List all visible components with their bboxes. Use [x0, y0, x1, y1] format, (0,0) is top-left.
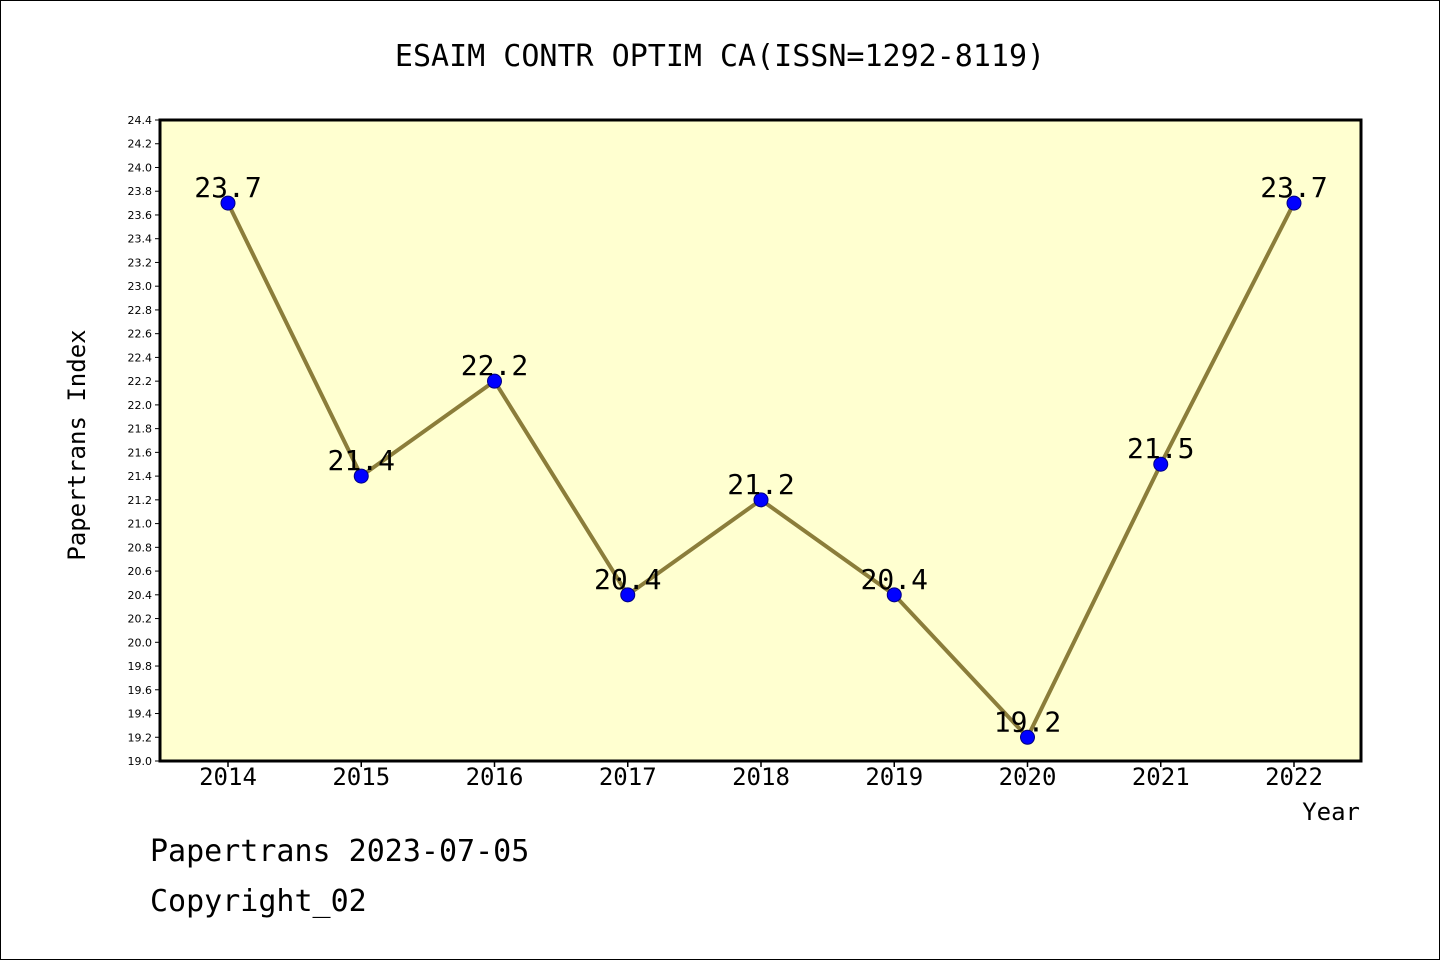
data-label: 19.2 [994, 705, 1061, 738]
data-point [1286, 195, 1302, 211]
x-tick-label: 2016 [466, 763, 524, 791]
x-tick-label: 2015 [332, 763, 390, 791]
y-tick-label: 19.8 [128, 660, 153, 673]
y-tick-label: 19.2 [128, 731, 153, 744]
x-tick-label: 2018 [732, 763, 790, 791]
data-label: 21.5 [1127, 432, 1194, 465]
y-tick-label: 21.6 [128, 446, 153, 459]
y-tick-label: 22.0 [128, 399, 153, 412]
y-tick-label: 22.4 [128, 351, 153, 364]
y-tick-label: 20.6 [128, 565, 153, 578]
y-tick-label: 22.6 [128, 328, 153, 341]
y-tick-label: 21.2 [128, 494, 153, 507]
x-tick-label: 2017 [599, 763, 657, 791]
y-tick-label: 23.6 [128, 209, 153, 222]
data-point [220, 195, 236, 211]
y-tick-label: 19.6 [128, 684, 153, 697]
y-tick-label: 23.4 [128, 233, 153, 246]
y-tick-label: 21.4 [128, 470, 153, 483]
footer-date: Papertrans 2023-07-05 [150, 834, 530, 869]
x-axis: 2014 2015 2016 2017 2018 2019 2020 2021 2022 [199, 761, 1323, 791]
data-labels: 23.7 21.4 22.2 20.4 21.2 20.4 19.2 21.5 23.7 [194, 171, 1327, 738]
data-label: 21.4 [328, 444, 395, 477]
chart-title: ESAIM CONTR OPTIM CA(ISSN=1292-8119) [395, 39, 1045, 74]
y-axis-title: Papertrans Index [63, 329, 91, 560]
y-tick-label: 19.0 [128, 755, 153, 768]
data-point [620, 587, 636, 603]
data-point [487, 373, 502, 389]
y-tick-label: 20.4 [128, 589, 153, 602]
series-layer [220, 195, 1302, 745]
data-point [886, 587, 902, 603]
x-tick-label: 2014 [199, 763, 257, 791]
y-tick-label: 20.2 [128, 613, 153, 626]
data-label: 23.7 [1260, 171, 1327, 204]
y-tick-label: 20.8 [128, 541, 153, 554]
y-axis: 19.0 19.2 19.4 19.6 19.8 20.0 20.2 20.4 20.6 20.8… [128, 114, 160, 768]
x-tick-label: 2020 [999, 763, 1057, 791]
x-tick-label: 2022 [1265, 763, 1323, 791]
x-axis-title: Year [1302, 798, 1360, 826]
y-tick-label: 23.2 [128, 256, 153, 269]
y-tick-label: 20.0 [128, 636, 153, 649]
data-label: 20.4 [861, 563, 928, 596]
data-point [1020, 729, 1035, 745]
x-tick-label: 2021 [1132, 763, 1190, 791]
data-point [1153, 456, 1169, 472]
y-tick-label: 24.2 [128, 138, 153, 151]
data-label: 20.4 [594, 563, 661, 596]
footer-copyright: Copyright_02 [150, 884, 367, 919]
data-point [353, 468, 369, 484]
y-tick-label: 24.0 [128, 161, 153, 174]
data-label: 21.2 [727, 468, 794, 501]
plot-area [158, 118, 1363, 763]
y-tick-label: 22.8 [128, 304, 153, 317]
y-tick-label: 21.0 [128, 518, 153, 531]
data-label: 22.2 [461, 349, 528, 382]
data-point [753, 492, 769, 508]
y-tick-label: 19.4 [128, 708, 153, 721]
y-tick-label: 24.4 [128, 114, 153, 127]
data-label: 23.7 [194, 171, 261, 204]
y-tick-label: 22.2 [128, 375, 153, 388]
y-tick-label: 23.0 [128, 280, 153, 293]
x-tick-label: 2019 [865, 763, 923, 791]
y-tick-label: 23.8 [128, 185, 153, 198]
y-tick-label: 21.8 [128, 423, 153, 436]
